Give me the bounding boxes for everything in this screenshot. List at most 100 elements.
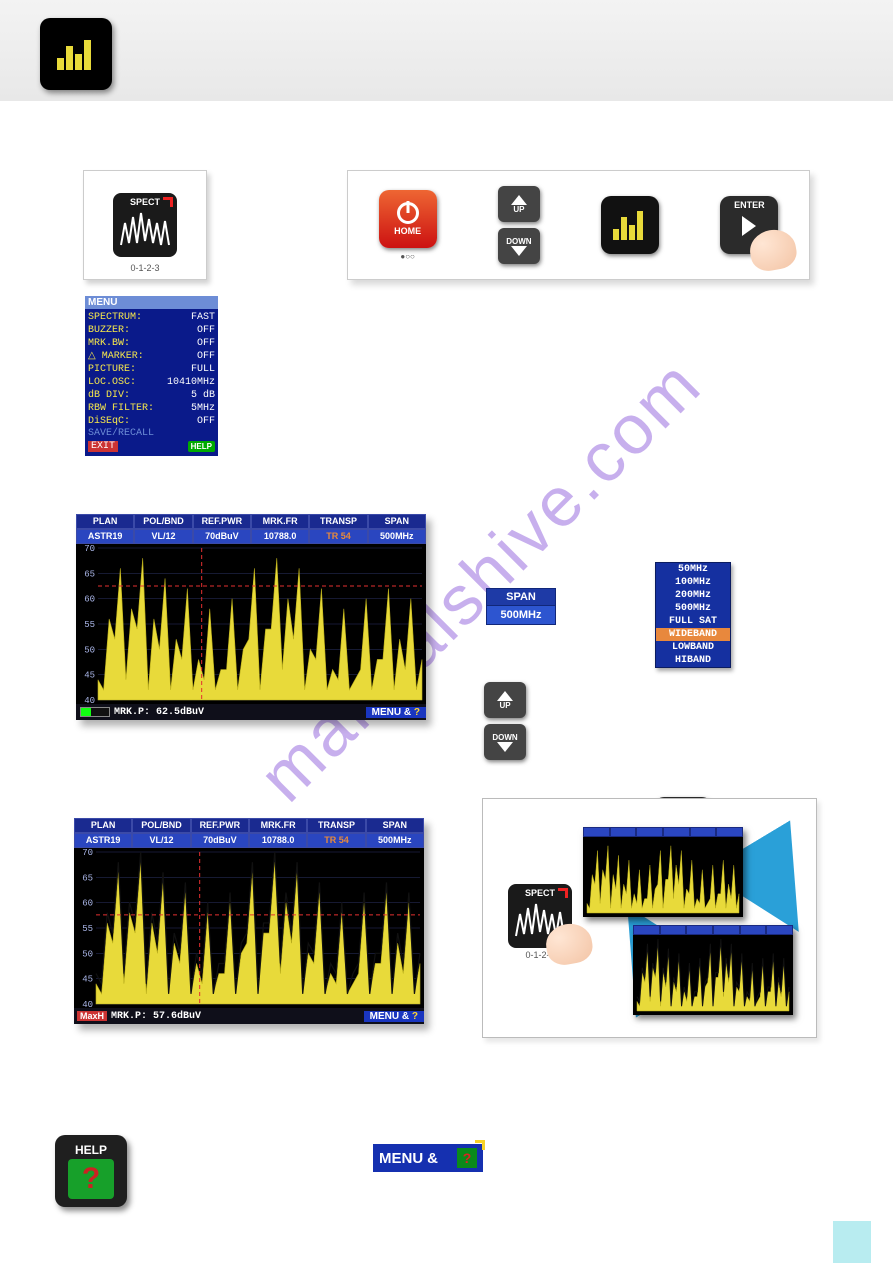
help-key[interactable]: HELP ? (55, 1135, 127, 1207)
col-value: VL/12 (134, 529, 192, 544)
spectrum-menu-panel: MENU SPECTRUM:FASTBUZZER:OFFMRK.BW:OFF△ … (85, 296, 218, 456)
updown-keys: UP DOWN (498, 186, 540, 264)
menu-rows: SPECTRUM:FASTBUZZER:OFFMRK.BW:OFF△ MARKE… (88, 311, 215, 428)
col-header: PLAN (76, 514, 134, 529)
span-list-item[interactable]: 100MHz (656, 576, 730, 589)
svg-text:40: 40 (82, 1000, 93, 1008)
down-arrow-icon (497, 742, 513, 752)
battery-icon (80, 707, 110, 717)
marker-power-2: MRK.P: 57.6dBuV (111, 1011, 364, 1022)
menu-row[interactable]: BUZZER:OFF (88, 324, 215, 337)
down-key[interactable]: DOWN (498, 228, 540, 264)
span-list-item[interactable]: FULL SAT (656, 615, 730, 628)
corner-icon (475, 1140, 485, 1150)
col-header: SPAN (368, 514, 426, 529)
span-list-item[interactable]: 200MHz (656, 589, 730, 602)
col-header: MRK.FR (249, 818, 307, 833)
menu-panel-title: MENU (85, 296, 218, 309)
home-key[interactable]: HOME (379, 190, 437, 248)
span-list-item[interactable]: LOWBAND (656, 641, 730, 654)
footer-menu-2[interactable]: MENU & ? (364, 1011, 424, 1022)
mini-screen-fast (583, 827, 743, 917)
col-header: PLAN (74, 818, 132, 833)
home-key-label: HOME (394, 226, 421, 236)
help-key-label: HELP (75, 1143, 107, 1157)
svg-text:55: 55 (82, 924, 93, 934)
footer-menu-1[interactable]: MENU & ? (366, 707, 426, 718)
marker-power-1: MRK.P: 62.5dBuV (114, 707, 366, 718)
menu-row[interactable]: MRK.BW:OFF (88, 337, 215, 350)
svg-text:70: 70 (82, 848, 93, 858)
power-icon (397, 202, 419, 224)
span-key-header: SPAN (486, 588, 556, 606)
svg-text:50: 50 (82, 949, 93, 959)
span-list-item[interactable]: WIDEBAND (656, 628, 730, 641)
spect-key-sublabel: 0-1-2-3 (113, 263, 177, 273)
col-value: 10788.0 (251, 529, 309, 544)
menu-exit[interactable]: EXIT (88, 441, 118, 452)
span-list-item[interactable]: 50MHz (656, 563, 730, 576)
menu-chip-amp: & (427, 1150, 438, 1167)
span-list-item[interactable]: 500MHz (656, 602, 730, 615)
col-value: ASTR19 (76, 529, 134, 544)
bars-logo-icon (40, 18, 112, 90)
col-value: 500MHz (368, 529, 426, 544)
col-header: TRANSP (307, 818, 365, 833)
col-value: 500MHz (366, 833, 424, 848)
menu-row[interactable]: PICTURE:FULL (88, 363, 215, 376)
svg-text:45: 45 (84, 671, 95, 681)
question-icon: ? (82, 1162, 100, 1196)
svg-text:60: 60 (84, 595, 95, 605)
up-key-label-2: UP (499, 701, 510, 710)
menu-row[interactable]: SPECTRUM:FAST (88, 311, 215, 324)
col-value: 70dBuV (191, 833, 249, 848)
col-header: REF.PWR (193, 514, 251, 529)
svg-text:45: 45 (82, 975, 93, 985)
fast-max-toggle-box: SPECT 0-1-2-3 (482, 798, 817, 1038)
spectrum-screen-2: PLANPOL/BNDREF.PWRMRK.FRTRANSPSPAN ASTR1… (74, 818, 424, 1024)
down-key-label-2: DOWN (492, 733, 517, 742)
menu-help-badge[interactable]: HELP (188, 441, 215, 452)
down-key-2[interactable]: DOWN (484, 724, 526, 760)
span-list-item[interactable]: HIBAND (656, 654, 730, 667)
col-header: MRK.FR (251, 514, 309, 529)
up-key-2[interactable]: UP (484, 682, 526, 718)
menu-row[interactable]: LOC.OSC:10410MHz (88, 376, 215, 389)
svg-text:40: 40 (84, 696, 95, 704)
up-key[interactable]: UP (498, 186, 540, 222)
spect-key[interactable]: SPECT 0-1-2-3 (113, 193, 177, 257)
span-list[interactable]: 50MHz100MHz200MHz500MHzFULL SATWIDEBANDL… (655, 562, 731, 668)
col-value: VL/12 (132, 833, 190, 848)
col-header: REF.PWR (191, 818, 249, 833)
svg-text:65: 65 (82, 873, 93, 883)
col-header: POL/BND (134, 514, 192, 529)
col-value: TR 54 (309, 529, 367, 544)
col-value: 70dBuV (193, 529, 251, 544)
col-header: TRANSP (309, 514, 367, 529)
spect-key-box: SPECT 0-1-2-3 (83, 170, 207, 280)
menu-chip-question-icon: ? (457, 1148, 477, 1168)
bars-key[interactable] (601, 196, 659, 254)
col-value: 10788.0 (249, 833, 307, 848)
maxhold-badge: MaxH (77, 1011, 107, 1021)
col-header: POL/BND (132, 818, 190, 833)
col-value: TR 54 (307, 833, 365, 848)
play-icon (742, 216, 756, 236)
up-arrow-icon (497, 691, 513, 701)
menu-row[interactable]: △ MARKER:OFF (88, 350, 215, 363)
nav-sequence-box: HOME ●○○ UP DOWN ENTER (347, 170, 810, 280)
page-corner (833, 1221, 871, 1263)
menu-row[interactable]: dB DIV:5 dB (88, 389, 215, 402)
menu-row[interactable]: DiSEqC:OFF (88, 415, 215, 428)
top-banner (0, 0, 893, 101)
home-dots: ●○○ (379, 252, 437, 261)
enter-key-label: ENTER (720, 200, 778, 210)
col-value: ASTR19 (74, 833, 132, 848)
menu-save-recall[interactable]: SAVE/RECALL (88, 428, 215, 439)
span-key-value: 500MHz (486, 606, 556, 625)
updown-keys-2: UP DOWN (484, 682, 526, 760)
menu-row[interactable]: RBW FILTER:5MHz (88, 402, 215, 415)
menu-help-chip[interactable]: MENU & ? (373, 1144, 483, 1172)
span-key[interactable]: SPAN 500MHz (486, 588, 556, 625)
svg-text:50: 50 (84, 645, 95, 655)
